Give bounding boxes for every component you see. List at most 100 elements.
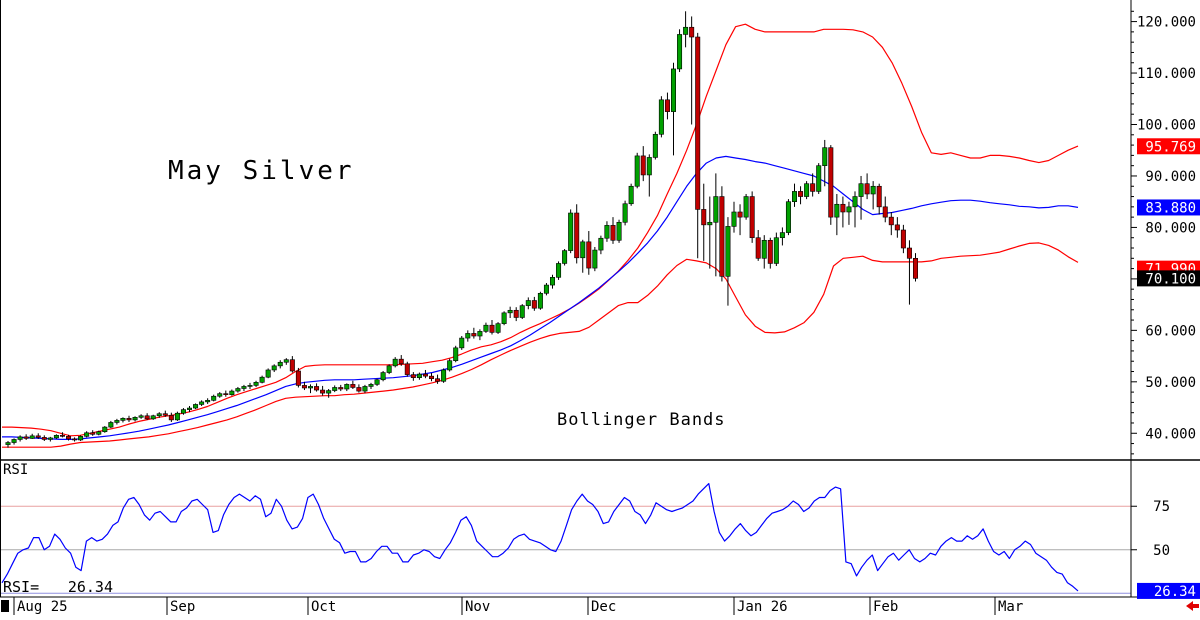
price-candle — [168, 412, 174, 422]
candle-body — [773, 237, 779, 264]
candle-body — [743, 196, 749, 218]
price-candle — [810, 173, 816, 197]
price-tag: 70.100 — [1137, 270, 1200, 287]
price-candle — [816, 163, 822, 194]
candle-body — [761, 239, 767, 259]
candle-body — [271, 365, 277, 371]
price-candle — [35, 433, 41, 439]
price-candle — [701, 183, 707, 261]
candle-body — [265, 369, 271, 378]
price-candle — [180, 408, 186, 415]
candle-body — [66, 436, 72, 440]
chart-frame — [0, 0, 1200, 598]
price-candle — [404, 361, 410, 377]
price-candle — [132, 416, 138, 422]
candle-body — [549, 277, 555, 286]
price-candle — [84, 431, 90, 438]
x-axis-tick-label: Nov — [465, 599, 490, 615]
candle-body — [23, 436, 29, 439]
candle-body — [501, 312, 507, 324]
price-candle — [199, 400, 205, 406]
price-candle — [47, 436, 53, 442]
axis-labels: 40.00050.00060.00070.00080.00090.000100.… — [1, 10, 1200, 615]
price-candle — [156, 412, 162, 418]
price-candle — [380, 371, 386, 382]
price-candle — [864, 173, 870, 200]
candle-body — [767, 239, 773, 264]
candle-body — [471, 333, 477, 337]
candle-body — [211, 395, 217, 401]
candle-body — [199, 401, 205, 405]
price-candle — [410, 372, 416, 381]
candle-body — [822, 147, 828, 166]
candle-body — [301, 385, 307, 389]
candle-body — [622, 203, 628, 223]
candle-body — [229, 390, 235, 395]
candle-body — [138, 415, 144, 418]
candle-body — [562, 250, 568, 264]
candle-body — [326, 390, 332, 394]
price-candle — [398, 355, 404, 366]
price-candle — [465, 330, 471, 342]
candle-body — [798, 191, 804, 197]
price-candle — [876, 183, 882, 215]
price-candle — [828, 145, 834, 225]
candle-body — [586, 241, 592, 269]
candle-body — [749, 196, 755, 239]
price-candle — [489, 320, 495, 335]
price-candle — [755, 230, 761, 261]
price-candle — [447, 358, 453, 372]
price-tag-label: 83.880 — [1145, 200, 1196, 216]
price-candle — [271, 364, 277, 373]
price-candle — [320, 385, 326, 396]
y-axis-tick-label: 60.000 — [1145, 323, 1196, 339]
rsi-legend-value: 26.34 — [68, 578, 113, 596]
candle-body — [465, 333, 471, 339]
price-candle — [773, 232, 779, 267]
price-tag-label: 95.769 — [1145, 139, 1196, 155]
price-candle — [798, 186, 804, 205]
candle-body — [447, 360, 453, 371]
candle-body — [410, 374, 416, 378]
price-candle — [295, 367, 301, 388]
price-candle — [471, 327, 477, 339]
price-candle — [525, 297, 531, 310]
middle-band-line — [2, 155, 1079, 440]
price-candle — [670, 62, 676, 156]
candle-body — [519, 305, 525, 318]
price-candle — [211, 394, 217, 402]
candle-body — [223, 393, 229, 395]
price-candle — [150, 414, 156, 420]
candle-body — [846, 206, 852, 213]
candle-body — [592, 249, 598, 269]
candle-body — [652, 133, 658, 158]
candle-body — [894, 224, 900, 231]
candle-body — [205, 400, 211, 403]
candle-body — [126, 418, 132, 421]
rsi-legend-label: RSI= — [3, 578, 39, 596]
candle-body — [253, 382, 259, 386]
candle-body — [876, 185, 882, 208]
price-candle — [640, 146, 646, 182]
price-candle — [646, 154, 652, 197]
scroll-left-arrow-icon — [1186, 601, 1199, 611]
candle-body — [241, 386, 247, 389]
chart-title: May Silver — [168, 156, 355, 186]
price-candle — [634, 152, 640, 189]
candle-body — [689, 26, 695, 38]
lower-band-line — [2, 242, 1079, 448]
candle-body — [338, 387, 344, 390]
y-axis-tick-label: 110.000 — [1137, 66, 1196, 82]
candle-body — [495, 323, 501, 333]
price-candle — [689, 16, 695, 125]
price-candle — [283, 358, 289, 365]
candle-body — [701, 209, 707, 226]
price-candle — [428, 373, 434, 382]
price-candle — [562, 249, 568, 266]
price-candle — [477, 329, 483, 341]
candle-body — [162, 413, 168, 416]
price-candle — [144, 413, 150, 420]
price-candle — [289, 356, 295, 373]
price-candle — [344, 383, 350, 392]
